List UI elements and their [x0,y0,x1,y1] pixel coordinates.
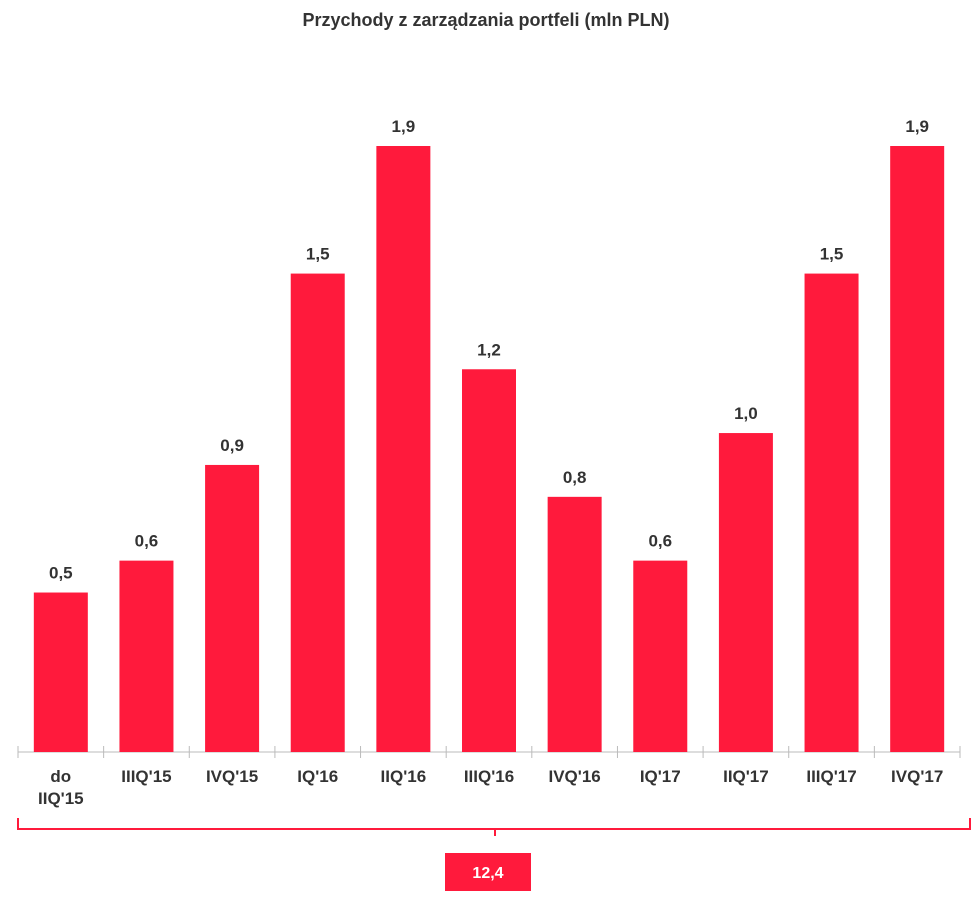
value-label: 1,2 [477,340,501,359]
x-tick-label: IIIQ'17 [806,767,857,786]
bar [547,496,602,752]
bar [462,369,516,752]
x-tick-label: IIQ'16 [380,767,427,786]
bar [890,146,945,752]
value-label: 0,5 [49,564,73,583]
total-box [445,853,531,891]
x-tick-label: IQ'17 [639,767,681,786]
x-tick-label: IIIQ'15 [121,767,172,786]
bar [33,592,88,752]
x-tick-label: IIIQ'16 [463,767,515,786]
x-tick-label: do IIQ'15 [38,767,84,808]
bar [205,464,260,752]
value-label: 1,9 [392,117,416,136]
bracket [17,818,971,836]
value-label: 0,6 [135,532,159,551]
total-label: 12,4 [472,865,503,882]
value-label: 0,9 [220,436,244,455]
x-tick-label: IVQ'15 [205,767,259,786]
x-tick-label: IQ'16 [297,767,339,786]
value-label: 1,5 [306,245,330,264]
value-label: 1,5 [820,245,844,264]
bar [376,146,431,752]
value-label: 1,0 [734,404,758,423]
chart-title: Przychody z zarządzania portfeli (mln PL… [302,10,669,30]
x-tick-label: IIQ'17 [723,767,769,786]
value-label: 1,9 [905,117,929,136]
bar [633,560,688,752]
x-tick-label: IVQ'17 [891,767,944,786]
x-tick-label: IVQ'16 [548,767,601,786]
value-label: 0,8 [563,468,587,487]
bar [119,560,174,752]
bar [290,273,345,752]
bar [718,433,773,752]
bar [804,273,859,752]
value-label: 0,6 [648,532,672,551]
